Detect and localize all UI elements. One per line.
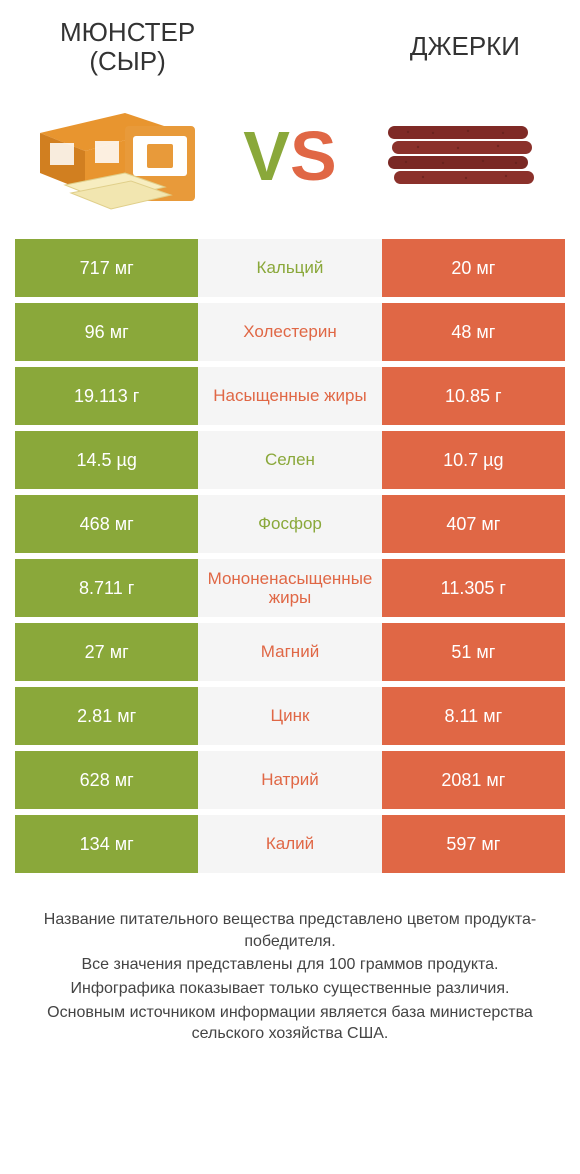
nutrient-name: Селен: [198, 431, 381, 489]
right-value: 10.7 µg: [382, 431, 565, 489]
nutrient-name: Кальций: [198, 239, 381, 297]
nutrient-name: Холестерин: [198, 303, 381, 361]
table-row: 96 мг Холестерин 48 мг: [15, 303, 565, 361]
right-value: 407 мг: [382, 495, 565, 553]
images-row: VS: [0, 81, 580, 239]
left-value: 14.5 µg: [15, 431, 198, 489]
vs-v: V: [243, 117, 290, 195]
left-title-line2: (сыр): [60, 47, 195, 76]
left-title-line1: Мюнстер: [60, 18, 195, 47]
table-row: 27 мг Магний 51 мг: [15, 623, 565, 681]
jerky-image: [370, 91, 550, 221]
table-row: 468 мг Фосфор 407 мг: [15, 495, 565, 553]
right-value: 51 мг: [382, 623, 565, 681]
left-value: 2.81 мг: [15, 687, 198, 745]
footer-line: Все значения представлены для 100 граммо…: [20, 954, 560, 976]
header: Мюнстер (сыр) Джерки: [0, 0, 580, 81]
nutrient-name: Натрий: [198, 751, 381, 809]
cheese-icon: [30, 91, 210, 221]
nutrient-name: Цинк: [198, 687, 381, 745]
right-product-title: Джерки: [410, 32, 520, 61]
nutrient-name: Мононенасыщенные жиры: [198, 559, 381, 617]
table-row: 19.113 г Насыщенные жиры 10.85 г: [15, 367, 565, 425]
comparison-table: 717 мг Кальций 20 мг 96 мг Холестерин 48…: [0, 239, 580, 879]
nutrient-name: Фосфор: [198, 495, 381, 553]
left-value: 8.711 г: [15, 559, 198, 617]
jerky-icon: [370, 91, 550, 221]
left-value: 27 мг: [15, 623, 198, 681]
vs-label: VS: [243, 121, 336, 191]
left-value: 134 мг: [15, 815, 198, 873]
table-row: 14.5 µg Селен 10.7 µg: [15, 431, 565, 489]
footer-line: Название питательного вещества представл…: [20, 909, 560, 952]
left-value: 96 мг: [15, 303, 198, 361]
footer-line: Инфографика показывает только существенн…: [20, 978, 560, 1000]
left-value: 717 мг: [15, 239, 198, 297]
cheese-image: [30, 91, 210, 221]
right-value: 11.305 г: [382, 559, 565, 617]
table-row: 8.711 г Мононенасыщенные жиры 11.305 г: [15, 559, 565, 617]
table-row: 717 мг Кальций 20 мг: [15, 239, 565, 297]
left-value: 628 мг: [15, 751, 198, 809]
table-row: 134 мг Калий 597 мг: [15, 815, 565, 873]
footer-line: Основным источником информации является …: [20, 1002, 560, 1045]
right-value: 10.85 г: [382, 367, 565, 425]
footer-notes: Название питательного вещества представл…: [0, 879, 580, 1047]
right-value: 48 мг: [382, 303, 565, 361]
right-value: 20 мг: [382, 239, 565, 297]
table-row: 628 мг Натрий 2081 мг: [15, 751, 565, 809]
left-value: 468 мг: [15, 495, 198, 553]
nutrient-name: Магний: [198, 623, 381, 681]
nutrient-name: Насыщенные жиры: [198, 367, 381, 425]
right-value: 2081 мг: [382, 751, 565, 809]
vs-s: S: [290, 117, 337, 195]
left-product-title: Мюнстер (сыр): [60, 18, 195, 75]
left-value: 19.113 г: [15, 367, 198, 425]
right-value: 8.11 мг: [382, 687, 565, 745]
right-value: 597 мг: [382, 815, 565, 873]
table-row: 2.81 мг Цинк 8.11 мг: [15, 687, 565, 745]
nutrient-name: Калий: [198, 815, 381, 873]
